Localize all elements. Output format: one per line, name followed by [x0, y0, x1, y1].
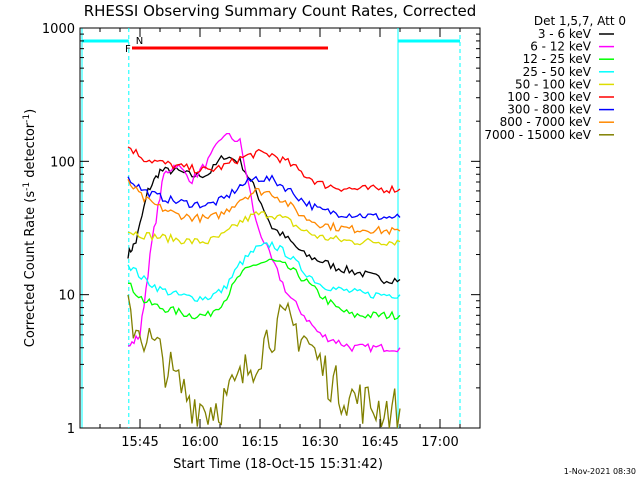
x-tick-label: 16:30 [301, 435, 338, 450]
series-line [128, 258, 401, 321]
night-flag-label: N [136, 36, 143, 47]
x-axis-ticks: 15:45 16:00 16:15 16:30 16:45 17:00 [99, 28, 461, 450]
series-100-300-kev [127, 146, 401, 194]
legend-label: 300 - 800 keV [507, 103, 591, 117]
series-line [127, 174, 401, 221]
series-line [127, 146, 401, 194]
series-3-6-kev [127, 154, 401, 285]
series-line [127, 178, 401, 236]
series-line [127, 132, 401, 354]
series-line [127, 154, 401, 285]
series-6-12-kev [127, 132, 401, 354]
legend-label: 7000 - 15000 keV [484, 128, 591, 142]
series-300-800-kev [127, 174, 401, 221]
series-line [127, 210, 401, 246]
legend-label: 25 - 50 keV [523, 65, 592, 79]
y-tick-label: 1000 [42, 22, 75, 37]
y-axis-label-main: Corrected Count Rate (s [23, 191, 38, 348]
y-axis-ticks: 1 10 100 1000 [42, 22, 480, 437]
x-tick-label: 17:00 [421, 435, 458, 450]
y-axis-label: Corrected Count Rate (s-1 detector-1) [22, 109, 38, 347]
x-tick-label: 15:45 [121, 435, 158, 450]
legend-label: 800 - 7000 keV [500, 115, 592, 129]
legend-label: 6 - 12 keV [530, 40, 592, 54]
legend-label: 50 - 100 keV [515, 77, 592, 91]
x-tick-label: 16:00 [181, 435, 218, 450]
y-axis-label-mid: detector [23, 122, 38, 182]
axes-frame [79, 27, 481, 429]
x-axis-label: Start Time (18-Oct-15 15:31:42) [173, 457, 383, 472]
chart-title: RHESSI Observing Summary Count Rates, Co… [84, 2, 477, 20]
series-12-25-kev [128, 258, 401, 321]
x-tick-label: 16:15 [241, 435, 278, 450]
series-line [127, 294, 401, 429]
legend-header: Det 1,5,7, Att 0 [534, 14, 626, 28]
legend-label: 100 - 300 keV [507, 90, 591, 104]
flare-flag-label: F [125, 44, 131, 55]
series-layer [127, 132, 401, 429]
footer-date: 1-Nov-2021 08:30 [564, 467, 636, 476]
series-25-50-kev [127, 240, 401, 303]
y-tick-label: 10 [58, 289, 75, 304]
y-tick-label: 1 [67, 422, 75, 437]
series-7000-15000-kev [127, 294, 401, 429]
series-50-100-kev [127, 210, 401, 246]
series-line [127, 240, 401, 303]
y-tick-label: 100 [50, 155, 75, 170]
y-axis-label-sup1: -1 [22, 182, 32, 191]
flag-bars: FN [81, 28, 461, 428]
y-axis-label-end: ) [23, 109, 38, 114]
x-tick-label: 16:45 [361, 435, 398, 450]
legend-label: 3 - 6 keV [538, 27, 592, 41]
plot-frame [79, 27, 481, 429]
series-800-7000-kev [127, 178, 401, 236]
y-axis-label-sup2: -1 [22, 114, 32, 123]
legend-label: 12 - 25 keV [523, 52, 592, 66]
